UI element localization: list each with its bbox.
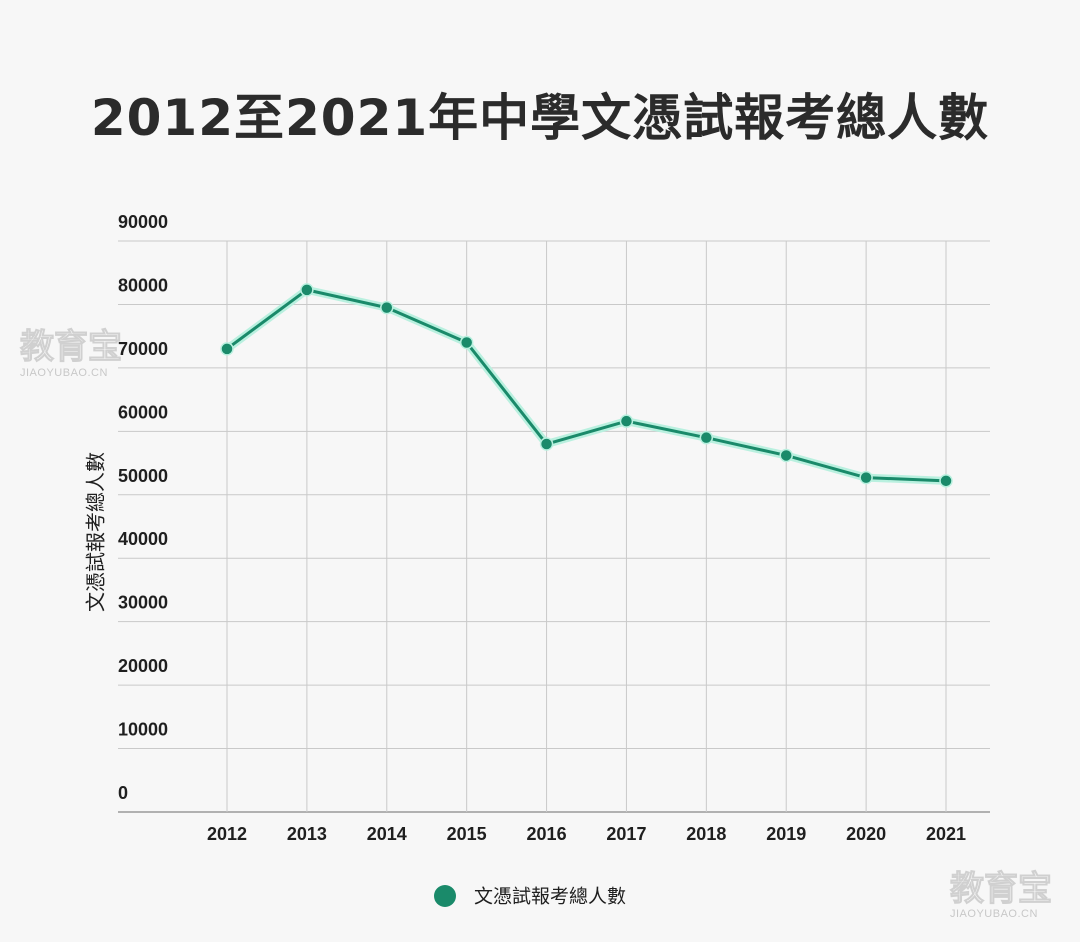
y-tick-label: 80000 [118,275,168,295]
legend-marker [434,885,456,907]
x-tick-label: 2020 [846,824,886,844]
grid-lines [118,240,990,813]
x-tick-label: 2012 [207,824,247,844]
y-tick-label: 50000 [118,466,168,486]
y-tick-label: 10000 [118,720,168,740]
y-axis-label: 文憑試報考總人數 [84,452,108,612]
data-point [859,470,873,485]
x-tick-labels: 2012 2013 2014 2015 2016 2017 2018 2019 2020 2021 [207,824,966,844]
data-point [779,448,793,463]
y-tick-label: 90000 [118,212,168,232]
legend: 文憑試報考總人數 [434,885,626,908]
watermark-sub: JIAOYUBAO.CN [20,367,108,379]
data-point [300,283,314,297]
y-tick-label: 40000 [118,529,168,549]
data-point [459,335,474,350]
data-point [220,342,234,356]
watermark-text: 教育宝 [950,869,1052,909]
data-point [539,437,554,451]
watermark-text: 教育宝 [20,327,122,367]
chart-title: 2012至2021年中學文憑試報考總人數 [90,89,990,147]
watermark-left: 教育宝 JIAOYUBAO.CN [20,327,123,380]
series-line [220,283,953,488]
data-point [939,474,953,488]
x-tick-label: 2015 [447,824,487,844]
data-point [699,430,714,445]
x-tick-label: 2014 [367,824,407,844]
data-point [380,300,394,315]
watermark-right: 教育宝 JIAOYUBAO.CN [950,869,1053,921]
y-tick-label: 30000 [118,593,168,613]
x-tick-label: 2018 [686,824,726,844]
x-tick-label: 2016 [527,824,567,844]
watermark-sub: JIAOYUBAO.CN [950,908,1038,920]
y-tick-label: 60000 [118,402,168,422]
y-tick-label: 0 [118,783,128,803]
series-polyline [226,288,947,483]
x-tick-label: 2021 [926,824,966,844]
y-tick-label: 20000 [118,656,168,676]
y-tick-labels: 0 10000 20000 30000 40000 50000 60000 70000 8000… [118,212,168,803]
legend-label: 文憑試報考總人數 [474,886,626,908]
x-tick-label: 2019 [766,824,806,844]
x-tick-label: 2013 [287,824,327,844]
x-tick-label: 2017 [606,824,646,844]
data-point [619,414,634,428]
series-glow [223,285,950,485]
y-tick-label: 70000 [118,339,168,359]
